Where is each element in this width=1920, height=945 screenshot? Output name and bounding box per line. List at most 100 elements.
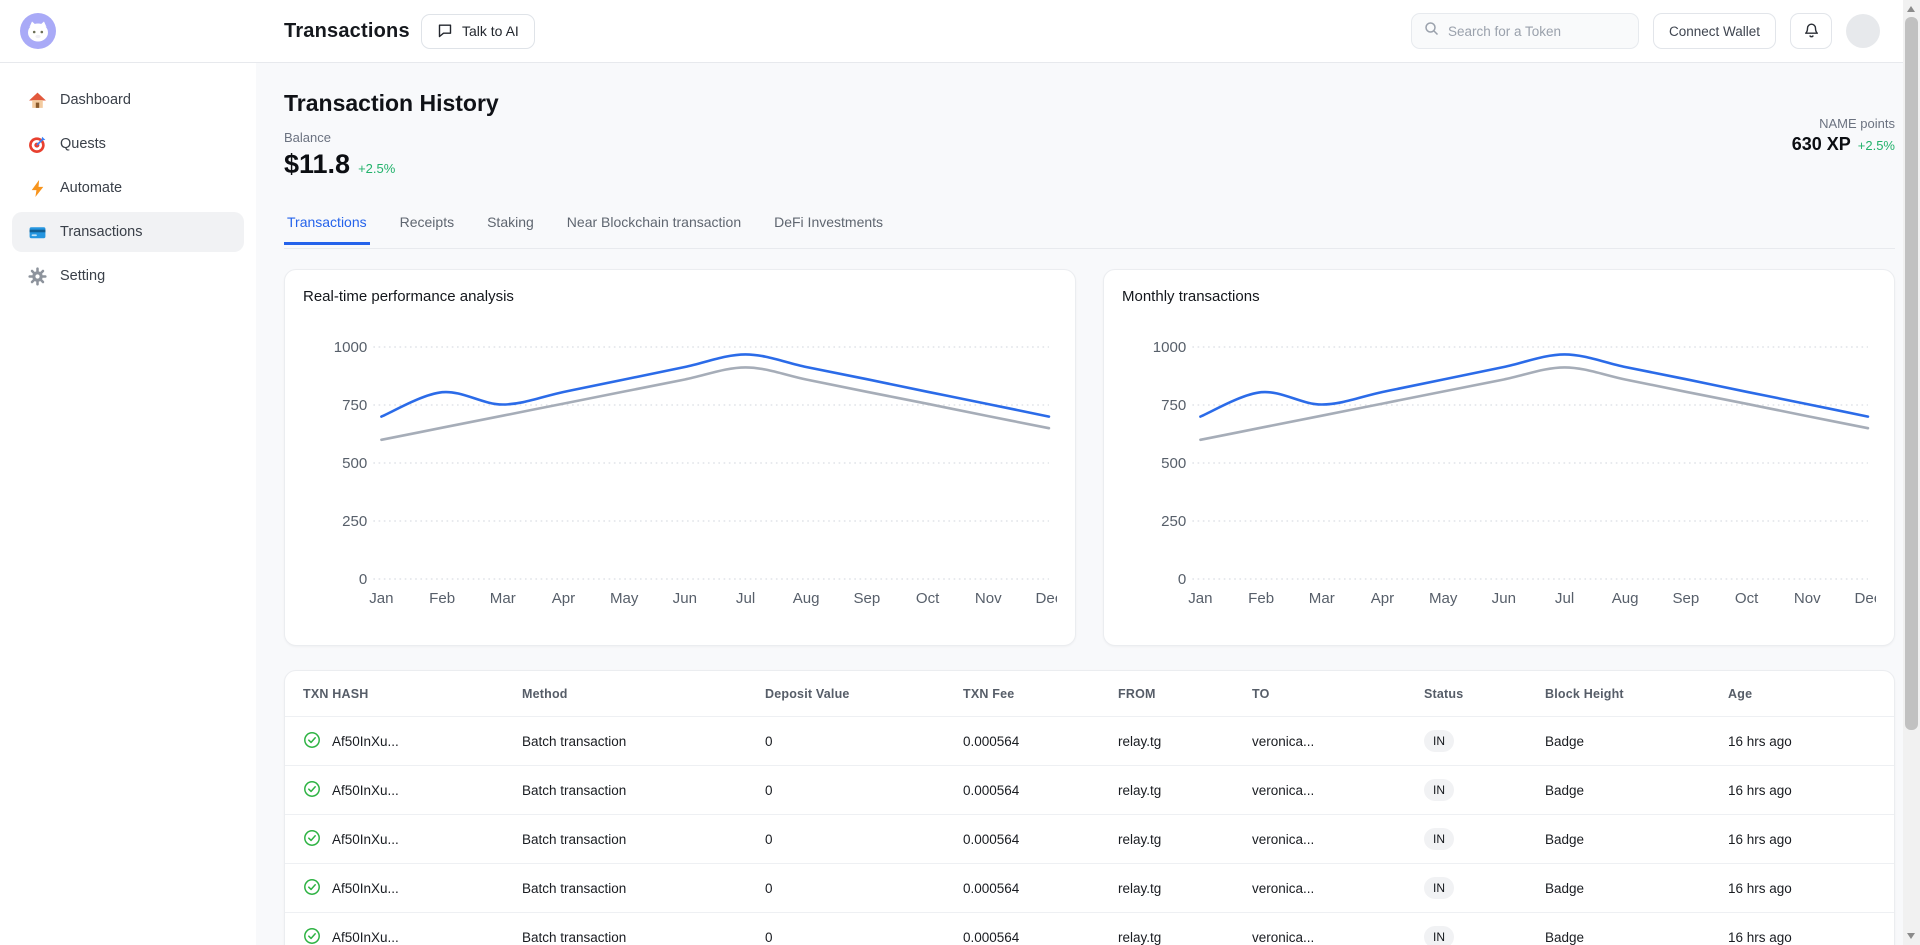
svg-text:May: May bbox=[610, 590, 639, 607]
txn-method: Batch transaction bbox=[522, 733, 627, 749]
txn-hash[interactable]: Af50InXu... bbox=[332, 929, 399, 945]
table-row[interactable]: Af50InXu... Batch transaction 0 0.000564… bbox=[285, 765, 1894, 814]
svg-text:Jul: Jul bbox=[1555, 590, 1574, 607]
table-row[interactable]: Af50InXu... Batch transaction 0 0.000564… bbox=[285, 912, 1894, 945]
txn-from[interactable]: relay.tg bbox=[1118, 831, 1162, 847]
balance-change: +2.5% bbox=[358, 161, 396, 176]
txn-block-height: Badge bbox=[1545, 733, 1585, 749]
lightning-icon bbox=[28, 179, 47, 198]
points-block: NAME points 630 XP +2.5% bbox=[1792, 116, 1895, 155]
sidebar-item-dashboard[interactable]: Dashboard bbox=[12, 80, 244, 120]
bell-icon bbox=[1803, 21, 1820, 42]
txn-method: Batch transaction bbox=[522, 880, 627, 896]
points-value: 630 XP bbox=[1791, 134, 1851, 154]
txn-hash[interactable]: Af50InXu... bbox=[332, 831, 399, 847]
svg-text:500: 500 bbox=[342, 455, 367, 472]
txn-hash[interactable]: Af50InXu... bbox=[332, 880, 399, 896]
txn-block-height: Badge bbox=[1545, 929, 1585, 945]
table-row[interactable]: Af50InXu... Batch transaction 0 0.000564… bbox=[285, 716, 1894, 765]
svg-text:Jan: Jan bbox=[369, 590, 393, 607]
connect-wallet-button[interactable]: Connect Wallet bbox=[1652, 13, 1776, 49]
txn-from[interactable]: relay.tg bbox=[1118, 782, 1162, 798]
scroll-down-arrow-icon[interactable] bbox=[1907, 933, 1915, 939]
user-avatar[interactable] bbox=[1846, 14, 1880, 48]
sidebar-item-quests[interactable]: Quests bbox=[12, 124, 244, 164]
txn-block-height: Badge bbox=[1545, 880, 1585, 896]
balance-block: Balance $11.8 +2.5% bbox=[284, 130, 395, 180]
txn-to[interactable]: veronica... bbox=[1252, 929, 1315, 945]
tab-defi-investments[interactable]: DeFi Investments bbox=[774, 214, 884, 230]
header-title: Transactions bbox=[284, 19, 410, 42]
status-badge: IN bbox=[1424, 877, 1454, 899]
top-header: Transactions Talk to AI Connect Wallet bbox=[0, 0, 1920, 63]
txn-deposit-value: 0 bbox=[765, 782, 773, 798]
status-badge: IN bbox=[1424, 730, 1454, 752]
txn-from[interactable]: relay.tg bbox=[1118, 733, 1162, 749]
column-header-txn-hash: TXN HASH bbox=[303, 686, 369, 701]
column-header-deposit-value: Deposit Value bbox=[765, 686, 850, 701]
search-icon bbox=[1424, 21, 1439, 41]
svg-text:Dec: Dec bbox=[1855, 590, 1876, 607]
table-row[interactable]: Af50InXu... Batch transaction 0 0.000564… bbox=[285, 863, 1894, 912]
tab-bar: Transactions Receipts Staking Near Blockcha… bbox=[284, 214, 1895, 249]
status-badge: IN bbox=[1424, 779, 1454, 801]
txn-to[interactable]: veronica... bbox=[1252, 880, 1315, 896]
txn-age: 16 hrs ago bbox=[1728, 733, 1792, 749]
table-row[interactable]: Af50InXu... Batch transaction 0 0.000564… bbox=[285, 814, 1894, 863]
svg-text:Nov: Nov bbox=[975, 590, 1002, 607]
txn-hash[interactable]: Af50InXu... bbox=[332, 782, 399, 798]
vertical-scrollbar[interactable] bbox=[1903, 0, 1920, 945]
sidebar-item-automate[interactable]: Automate bbox=[12, 168, 244, 208]
svg-text:750: 750 bbox=[342, 397, 367, 414]
svg-text:0: 0 bbox=[1178, 571, 1186, 588]
svg-text:500: 500 bbox=[1161, 455, 1186, 472]
svg-text:May: May bbox=[1429, 590, 1458, 607]
home-icon bbox=[28, 91, 47, 110]
svg-text:Feb: Feb bbox=[1248, 590, 1274, 607]
svg-text:Mar: Mar bbox=[490, 590, 516, 607]
svg-text:Jun: Jun bbox=[673, 590, 697, 607]
svg-text:1000: 1000 bbox=[334, 339, 368, 356]
txn-deposit-value: 0 bbox=[765, 880, 773, 896]
txn-to[interactable]: veronica... bbox=[1252, 831, 1315, 847]
tab-staking[interactable]: Staking bbox=[487, 214, 534, 230]
txn-from[interactable]: relay.tg bbox=[1118, 929, 1162, 945]
svg-text:Jan: Jan bbox=[1188, 590, 1212, 607]
line-chart: 0 250 500 750 1000 Jan Feb Mar Apr May Jun Jul Aug Se… bbox=[1153, 339, 1876, 607]
notifications-button[interactable] bbox=[1790, 13, 1832, 49]
column-header-txn-fee: TXN Fee bbox=[963, 686, 1015, 701]
tab-receipts[interactable]: Receipts bbox=[399, 214, 455, 230]
txn-block-height: Badge bbox=[1545, 831, 1585, 847]
txn-to[interactable]: veronica... bbox=[1252, 782, 1315, 798]
txn-to[interactable]: veronica... bbox=[1252, 733, 1315, 749]
target-icon bbox=[28, 135, 47, 154]
svg-text:Oct: Oct bbox=[1735, 590, 1759, 607]
svg-text:Aug: Aug bbox=[1612, 590, 1639, 607]
tab-transactions[interactable]: Transactions bbox=[284, 214, 370, 242]
sidebar-item-transactions[interactable]: Transactions bbox=[12, 212, 244, 252]
svg-text:Jun: Jun bbox=[1492, 590, 1516, 607]
chart-title: Monthly transactions bbox=[1122, 288, 1260, 305]
sidebar-item-setting[interactable]: Setting bbox=[12, 256, 244, 296]
txn-deposit-value: 0 bbox=[765, 831, 773, 847]
svg-text:Feb: Feb bbox=[429, 590, 455, 607]
tab-near-blockchain-transaction[interactable]: Near Blockchain transaction bbox=[566, 214, 742, 230]
app-logo-cat-icon[interactable] bbox=[20, 13, 56, 49]
txn-age: 16 hrs ago bbox=[1728, 929, 1792, 945]
page-title: Transaction History bbox=[284, 90, 499, 116]
column-header-method: Method bbox=[522, 686, 568, 701]
search-input[interactable] bbox=[1447, 23, 1626, 39]
svg-text:Nov: Nov bbox=[1794, 590, 1821, 607]
scroll-up-arrow-icon[interactable] bbox=[1907, 6, 1915, 12]
txn-from[interactable]: relay.tg bbox=[1118, 880, 1162, 896]
success-check-icon bbox=[303, 878, 321, 899]
svg-text:250: 250 bbox=[342, 513, 367, 530]
table-body: Af50InXu... Batch transaction 0 0.000564… bbox=[285, 716, 1894, 945]
column-header-to: TO bbox=[1252, 686, 1270, 701]
token-search[interactable] bbox=[1410, 13, 1639, 49]
txn-hash[interactable]: Af50InXu... bbox=[332, 733, 399, 749]
talk-to-ai-button[interactable]: Talk to AI bbox=[421, 13, 535, 49]
svg-text:250: 250 bbox=[1161, 513, 1186, 530]
scrollbar-thumb[interactable] bbox=[1905, 17, 1918, 730]
gear-icon bbox=[28, 266, 47, 286]
